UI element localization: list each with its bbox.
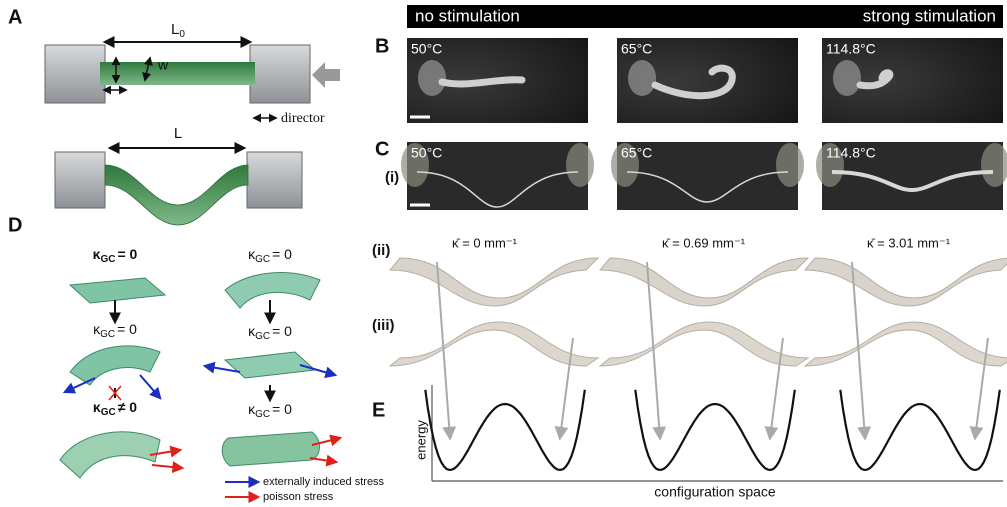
gaussian-curvature: κGC≠ 0	[93, 399, 137, 418]
temperature-label: 114.8°C	[826, 145, 876, 161]
figure: no stimulation strong stimulation L0 w d…	[0, 0, 1007, 507]
x-axis-label: configuration space	[654, 484, 776, 500]
width-label: w	[157, 57, 169, 73]
panel-label: C	[375, 138, 389, 160]
clamp-blob	[418, 60, 446, 96]
director-label: director	[281, 111, 325, 126]
symbol: κ	[93, 246, 101, 262]
temperature-label: 50°C	[411, 145, 442, 161]
sample-strip	[442, 80, 522, 84]
energy-axes	[432, 385, 1003, 481]
symbol: κ	[93, 399, 101, 415]
sub-label: (i)	[385, 169, 399, 186]
ribbon-iii	[600, 322, 808, 366]
panel-label: A	[8, 6, 22, 28]
curvature-label: κ̄ = 3.01 mm⁻¹	[867, 235, 951, 250]
subscript: GC	[255, 331, 270, 342]
ribbon-ii	[805, 258, 1007, 306]
y-axis-label: energy	[413, 420, 428, 460]
subscript: GC	[101, 407, 116, 418]
stress-arrow	[310, 458, 336, 462]
temperature-label: 65°C	[621, 41, 652, 57]
symbol: L	[171, 21, 179, 38]
relation: = 0	[272, 401, 292, 417]
clamp-blob	[628, 60, 656, 96]
device-top	[45, 42, 340, 118]
relation: = 0	[117, 246, 137, 262]
sub-label: (ii)	[372, 242, 390, 259]
curvature-label: κ̄ = 0.69 mm⁻¹	[662, 235, 746, 250]
gaussian-curvature: κGC= 0	[93, 321, 137, 340]
subscript: GC	[255, 409, 270, 420]
curvature-label: κ̄ = 0 mm⁻¹	[452, 235, 518, 250]
clamp-glow	[566, 143, 594, 187]
plate-saddle	[60, 432, 160, 478]
panel-label: D	[8, 214, 22, 236]
length-label: L	[174, 125, 182, 142]
header-right: strong stimulation	[863, 6, 996, 25]
panel-label: B	[375, 35, 389, 57]
stress-arrow	[152, 465, 182, 468]
temperature-label: 114.8°C	[826, 41, 876, 57]
clamp-glow	[776, 143, 804, 187]
legend-entry: externally induced stress	[263, 476, 385, 488]
relation: ≠ 0	[118, 399, 138, 415]
length-initial: L0	[171, 21, 185, 40]
gaussian-curvature: κGC= 0	[248, 323, 292, 342]
plate-bent	[70, 346, 160, 385]
plate-roll	[222, 432, 319, 466]
subscript: GC	[100, 254, 115, 265]
sub-label: (iii)	[372, 317, 395, 334]
ribbon-ii	[600, 258, 808, 306]
relation: = 0	[272, 323, 292, 339]
temperature-label: 50°C	[411, 41, 442, 57]
gaussian-curvature: κGC= 0	[248, 246, 292, 265]
relation: = 0	[117, 321, 137, 337]
plate-curved	[225, 273, 320, 308]
relation: = 0	[272, 246, 292, 262]
ribbon-iii	[805, 322, 1007, 366]
stress-arrow	[140, 375, 160, 398]
subscript: GC	[100, 329, 115, 340]
subscript: GC	[255, 254, 270, 265]
temperature-label: 65°C	[621, 145, 652, 161]
legend-entry: poisson stress	[263, 491, 334, 503]
plate-flat	[70, 278, 165, 303]
header-left: no stimulation	[415, 6, 520, 25]
clamp-blob	[833, 60, 861, 96]
gaussian-curvature: κGC= 0	[93, 246, 138, 265]
ribbon-ii	[390, 258, 598, 306]
panel-label: E	[372, 399, 385, 421]
device-bottom	[55, 148, 302, 225]
gaussian-curvature: κGC= 0	[248, 401, 292, 420]
subscript: 0	[179, 29, 185, 40]
ribbon-iii	[390, 322, 598, 366]
